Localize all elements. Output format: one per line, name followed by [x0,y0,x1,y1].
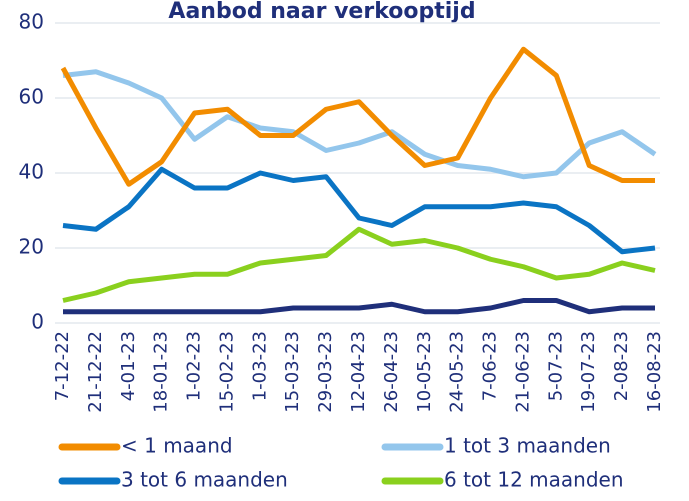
x-tick-label: 1-03-23 [249,331,270,401]
line-series [62,226,656,303]
x-tick-label: 24-05-23 [447,331,468,413]
y-tick-label: 0 [31,310,44,334]
x-tick-label: 26-04-23 [381,331,402,413]
legend-label: 6 tot 12 maanden [444,468,624,492]
line-series [62,69,657,180]
x-tick-label: 12-04-23 [348,331,369,413]
x-tick-label: 29-03-23 [315,331,336,413]
x-tick-label: 16-08-23 [644,331,665,413]
x-tick-label: 7-12-22 [52,331,73,401]
legend-label: 1 tot 3 maanden [444,434,611,458]
x-tick-label: 19-07-23 [578,331,599,413]
x-tick-label: 15-03-23 [282,331,303,413]
x-tick-label: 7-06-23 [480,331,501,401]
x-tick-label: 1-02-23 [184,331,205,401]
legend-label: 3 tot 6 maanden [121,468,288,492]
y-tick-label: 60 [19,85,44,109]
x-tick-label: 4-01-23 [118,331,139,401]
line-series [63,298,655,315]
legend-label: < 1 maand [121,434,233,458]
x-tick-label: 21-06-23 [512,331,533,413]
y-tick-label: 80 [19,10,44,34]
x-tick-label: 21-12-22 [85,331,106,413]
line-series [60,46,655,187]
chart-title: Aanbod naar verkooptijd [168,0,475,24]
x-tick-label: 15-02-23 [216,331,237,413]
x-tick-label: 10-05-23 [414,331,435,413]
x-tick-label: 18-01-23 [151,331,172,413]
x-tick-label: 5-07-23 [545,331,566,401]
y-tick-label: 40 [19,160,44,184]
y-tick-label: 20 [19,235,44,259]
x-tick-label: 2-08-23 [611,331,632,401]
line-series [62,166,656,255]
